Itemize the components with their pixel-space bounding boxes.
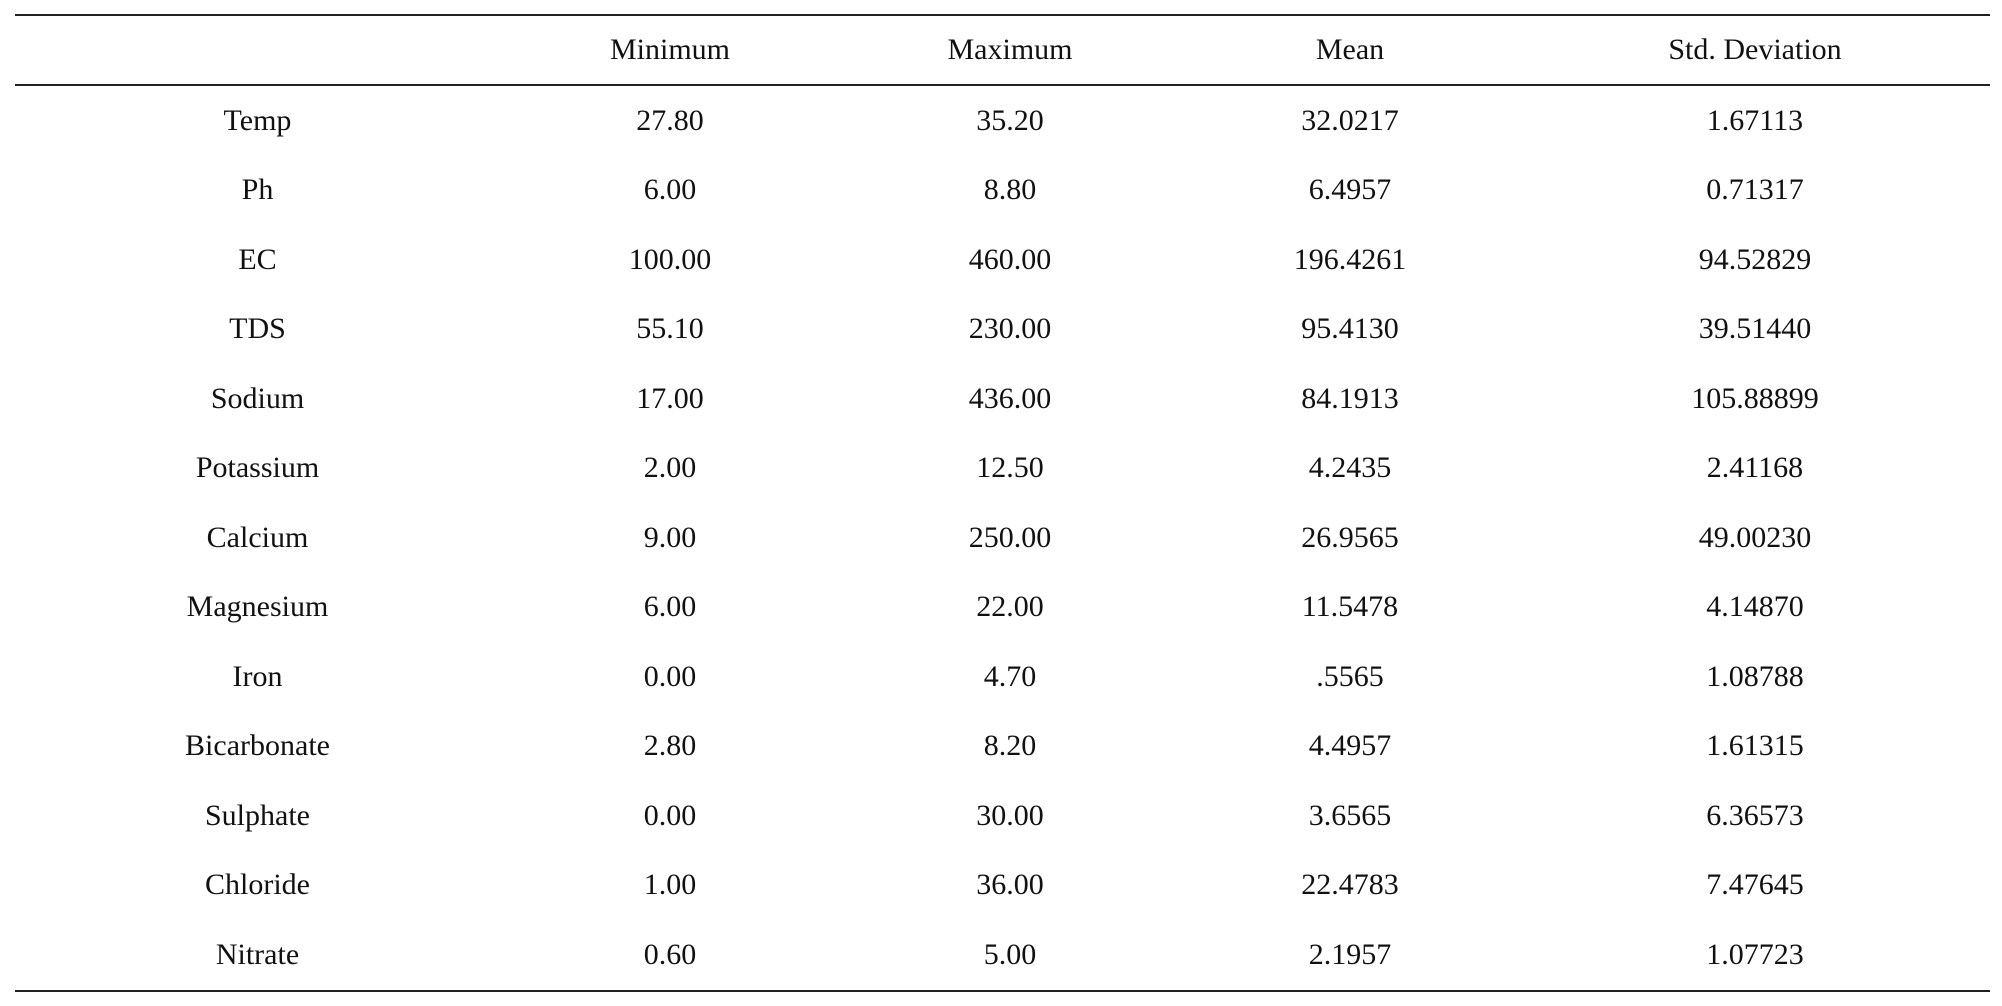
cell-maximum: 22.00 <box>976 590 1044 624</box>
cell-mean: 22.4783 <box>1301 868 1399 902</box>
cell-maximum: 230.00 <box>968 312 1052 346</box>
cell-minimum: 2.80 <box>643 729 697 763</box>
cell-minimum: 9.00 <box>643 520 697 554</box>
cell-std-deviation: 1.61315 <box>1706 729 1804 763</box>
cell-minimum: 1.00 <box>643 868 697 902</box>
row-label: EC <box>238 242 277 276</box>
cell-mean: 26.9565 <box>1301 520 1399 554</box>
cell-mean: 84.1913 <box>1301 381 1399 415</box>
cell-minimum: 6.00 <box>643 590 697 624</box>
table-row: Magnesium 6.00 22.00 11.5478 4.14870 <box>15 573 1990 643</box>
cell-maximum: 36.00 <box>976 868 1044 902</box>
cell-maximum: 35.20 <box>976 103 1044 137</box>
cell-std-deviation: 1.07723 <box>1706 937 1804 971</box>
statistics-table-container: Minimum Maximum Mean Std. Deviation Temp… <box>15 14 1990 992</box>
table-row: Sodium 17.00 436.00 84.1913 105.88899 <box>15 364 1990 434</box>
cell-std-deviation: 2.41168 <box>1706 451 1804 485</box>
cell-mean: 95.4130 <box>1301 312 1399 346</box>
table-row: TDS 55.10 230.00 95.4130 39.51440 <box>15 295 1990 365</box>
cell-minimum: 6.00 <box>643 173 697 207</box>
cell-std-deviation: 105.88899 <box>1691 381 1819 415</box>
row-label: Bicarbonate <box>185 729 330 763</box>
row-label: Chloride <box>205 868 310 902</box>
cell-minimum: 17.00 <box>636 381 704 415</box>
cell-std-deviation: 94.52829 <box>1698 242 1812 276</box>
cell-maximum: 12.50 <box>976 451 1044 485</box>
table-row: Bicarbonate 2.80 8.20 4.4957 1.61315 <box>15 712 1990 782</box>
cell-mean: 196.4261 <box>1293 242 1407 276</box>
cell-std-deviation: 6.36573 <box>1706 798 1804 832</box>
table-row: EC 100.00 460.00 196.4261 94.52829 <box>15 225 1990 295</box>
cell-mean: 32.0217 <box>1301 103 1399 137</box>
row-label: Nitrate <box>215 937 300 971</box>
cell-mean: 4.2435 <box>1308 451 1392 485</box>
cell-maximum: 5.00 <box>983 937 1037 971</box>
row-label: Potassium <box>195 451 320 485</box>
cell-maximum: 30.00 <box>976 798 1044 832</box>
cell-mean: 4.4957 <box>1308 729 1392 763</box>
cell-std-deviation: 1.67113 <box>1706 103 1804 137</box>
cell-mean: 6.4957 <box>1308 173 1392 207</box>
row-label: Magnesium <box>186 590 329 624</box>
cell-std-deviation: 1.08788 <box>1706 659 1804 693</box>
table-row: Sulphate 0.00 30.00 3.6565 6.36573 <box>15 781 1990 851</box>
row-label: TDS <box>229 312 286 346</box>
descriptive-statistics-table: Minimum Maximum Mean Std. Deviation Temp… <box>15 14 1990 992</box>
cell-mean: .5565 <box>1316 659 1384 693</box>
cell-maximum: 8.80 <box>983 173 1037 207</box>
cell-minimum: 0.60 <box>643 937 697 971</box>
cell-minimum: 2.00 <box>643 451 697 485</box>
header-mean: Mean <box>1315 33 1385 66</box>
cell-maximum: 8.20 <box>983 729 1037 763</box>
cell-maximum: 460.00 <box>968 242 1052 276</box>
cell-maximum: 250.00 <box>968 520 1052 554</box>
cell-maximum: 4.70 <box>983 659 1037 693</box>
row-label: Ph <box>241 173 274 207</box>
header-maximum: Maximum <box>947 33 1073 66</box>
header-minimum: Minimum <box>609 33 730 66</box>
cell-std-deviation: 49.00230 <box>1698 520 1812 554</box>
cell-std-deviation: 7.47645 <box>1706 868 1804 902</box>
row-label: Iron <box>232 659 283 693</box>
table-row: Potassium 2.00 12.50 4.2435 2.41168 <box>15 434 1990 504</box>
row-label: Sulphate <box>205 798 310 832</box>
row-label: Temp <box>223 103 292 137</box>
table-row: Iron 0.00 4.70 .5565 1.08788 <box>15 642 1990 712</box>
cell-minimum: 0.00 <box>643 798 697 832</box>
cell-mean: 2.1957 <box>1308 937 1392 971</box>
table-header-row: Minimum Maximum Mean Std. Deviation <box>15 15 1990 85</box>
cell-maximum: 436.00 <box>968 381 1052 415</box>
cell-std-deviation: 39.51440 <box>1698 312 1812 346</box>
table-row: Temp 27.80 35.20 32.0217 1.67113 <box>15 85 1990 156</box>
header-parameter <box>15 15 500 85</box>
cell-minimum: 27.80 <box>636 103 704 137</box>
table-row: Ph 6.00 8.80 6.4957 0.71317 <box>15 156 1990 226</box>
cell-minimum: 0.00 <box>643 659 697 693</box>
table-row: Chloride 1.00 36.00 22.4783 7.47645 <box>15 851 1990 921</box>
cell-std-deviation: 4.14870 <box>1706 590 1804 624</box>
cell-minimum: 100.00 <box>628 242 712 276</box>
header-std-deviation: Std. Deviation <box>1668 33 1842 66</box>
row-label: Sodium <box>210 381 305 415</box>
cell-mean: 11.5478 <box>1301 590 1399 624</box>
cell-std-deviation: 0.71317 <box>1706 173 1804 207</box>
table-row: Calcium 9.00 250.00 26.9565 49.00230 <box>15 503 1990 573</box>
cell-minimum: 55.10 <box>636 312 704 346</box>
row-label: Calcium <box>206 520 309 554</box>
table-row: Nitrate 0.60 5.00 2.1957 1.07723 <box>15 920 1990 991</box>
cell-mean: 3.6565 <box>1308 798 1392 832</box>
